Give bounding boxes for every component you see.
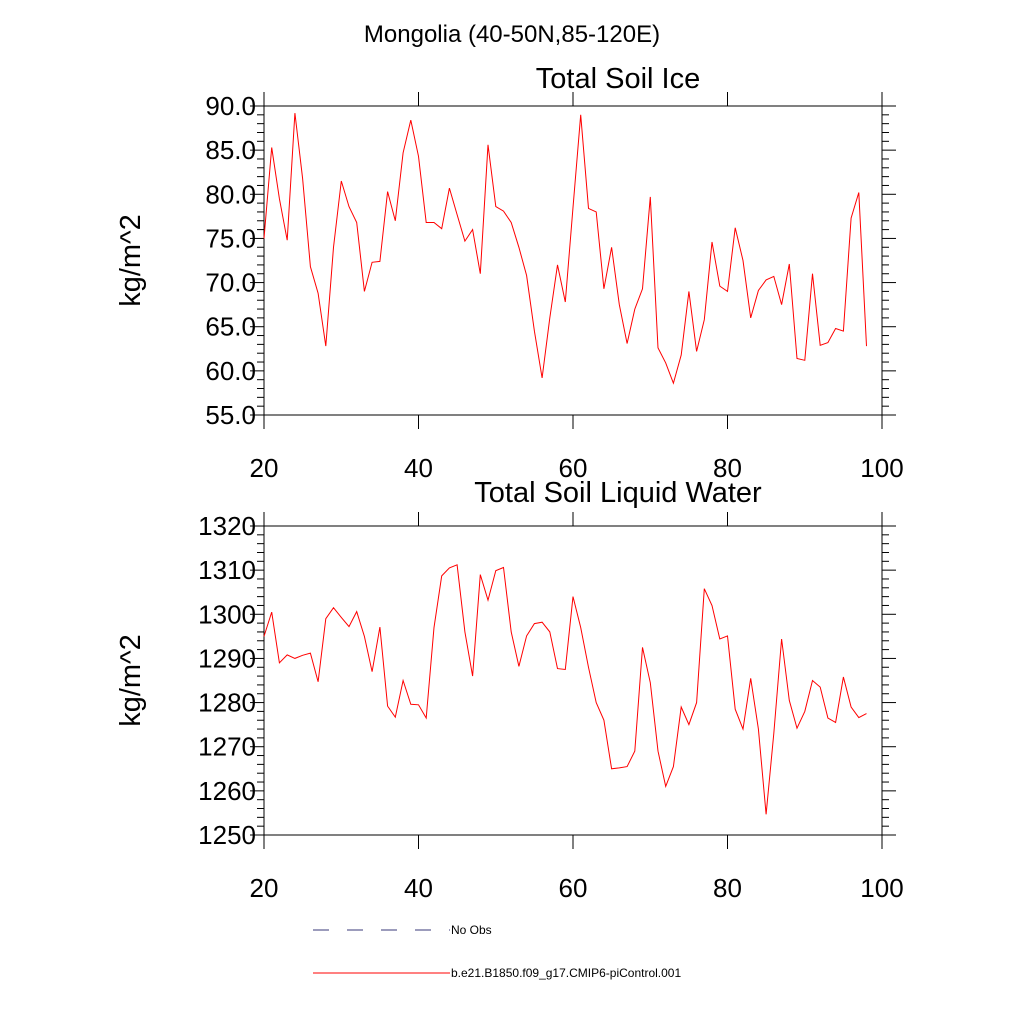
figure-title: Mongolia (40-50N,85-120E) (364, 21, 660, 48)
x-tick-label: 20 (250, 873, 279, 903)
x-tick-label: 40 (404, 873, 433, 903)
y-axis-label: kg/m^2 (115, 634, 147, 727)
x-tick-label: 40 (404, 453, 433, 483)
soil-liquid-water-panel: Total Soil Liquid Water 20 40 60 80 100 1250 12… (115, 477, 904, 903)
y-tick-label: 85.0 (205, 135, 256, 165)
y-tick-label: 90.0 (205, 91, 256, 121)
plot-frame (263, 105, 883, 416)
y-tick-label: 1270 (198, 732, 256, 762)
x-tick-label: 60 (559, 873, 588, 903)
x-tick-label: 80 (713, 873, 742, 903)
panel-title: Total Soil Ice (536, 63, 700, 95)
y-tick-label: 1310 (198, 555, 256, 585)
series-line (263, 113, 867, 385)
series-line (263, 564, 867, 815)
y-tick-label: 1290 (198, 643, 256, 673)
y-tick-label: 1250 (198, 820, 256, 850)
y-tick-label: 1320 (198, 511, 256, 541)
legend-label-model: b.e21.B1850.f09_g17.CMIP6-piControl.001 (451, 966, 681, 980)
x-tick-label: 80 (713, 453, 742, 483)
x-tick-label: 100 (860, 873, 903, 903)
y-tick-label: 1280 (198, 688, 256, 718)
x-tick-label: 60 (559, 453, 588, 483)
legend: No Obs b.e21.B1850.f09_g17.CMIP6-piContr… (313, 923, 681, 980)
y-tick-label: 75.0 (205, 223, 256, 253)
y-tick-label: 1300 (198, 599, 256, 629)
plot-frame (263, 525, 883, 836)
y-tick-label: 80.0 (205, 179, 256, 209)
y-axis-label: kg/m^2 (115, 214, 147, 307)
y-tick-label: 70.0 (205, 268, 256, 298)
y-tick-label: 60.0 (205, 356, 256, 386)
panel-title: Total Soil Liquid Water (474, 477, 762, 509)
x-tick-label: 20 (250, 453, 279, 483)
soil-ice-panel: Total Soil Ice 20 40 60 80 100 55.0 60.0 65.0 70.… (115, 63, 904, 483)
legend-label-no-obs: No Obs (451, 923, 492, 937)
y-tick-label: 65.0 (205, 312, 256, 342)
y-tick-label: 55.0 (205, 400, 256, 430)
y-tick-label: 1260 (198, 776, 256, 806)
x-tick-label: 100 (860, 453, 903, 483)
